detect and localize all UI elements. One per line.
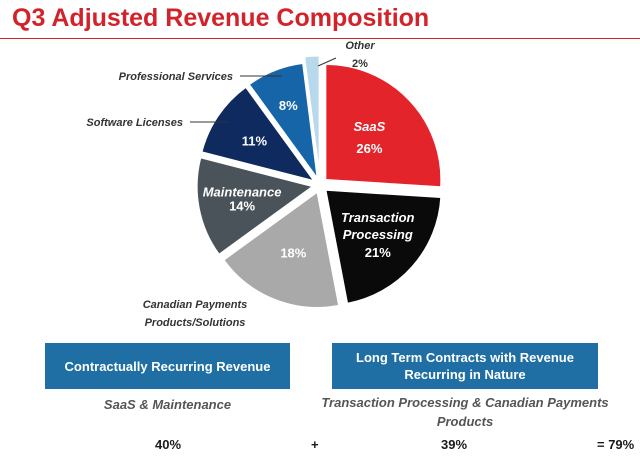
slice-label-transaction-processing-1: Processing — [343, 227, 413, 242]
ext-label-software-licenses: Software Licenses — [86, 117, 183, 129]
ext-label-professional-services: Professional Services — [119, 71, 233, 83]
grand-total: = 79% — [597, 437, 635, 452]
leader-line-other — [317, 57, 337, 67]
pie-slice-other — [304, 55, 320, 172]
slice-pct-software-licenses: 11% — [242, 133, 268, 148]
page-title: Q3 Adjusted Revenue Composition — [12, 4, 430, 32]
pie-slice-software-licenses — [201, 86, 315, 182]
pie-slice-transaction-processing — [325, 189, 442, 304]
slice-pct-transaction-processing: 21% — [365, 245, 391, 260]
contractually-recurring-total: 40% — [155, 437, 182, 452]
slice-pct-professional-services: 8% — [279, 98, 298, 113]
slice-label-transaction-processing-0: Transaction — [341, 210, 415, 225]
pie-slice-saas — [325, 64, 442, 188]
long-term-contracts-box: Long Term Contracts with Revenue Recurri… — [332, 343, 598, 389]
pie-slice-maintenance — [196, 157, 314, 255]
title-divider — [0, 38, 640, 39]
slice-label-maintenance: Maintenance — [203, 184, 282, 199]
slice-label-saas: SaaS — [354, 119, 386, 134]
long-term-contracts-total: 39% — [441, 437, 468, 452]
ext-label-canadian-payments-products-solutions-1: Products/Solutions — [145, 317, 246, 329]
ext-label-canadian-payments-products-solutions-0: Canadian Payments — [143, 299, 248, 311]
pie-chart: SaaS 26% Transaction Processing 21% 18% Canadi… — [86, 40, 442, 329]
slice-pct-saas: 26% — [356, 141, 382, 156]
slice-pct-canadian-payments-products-solutions: 18% — [280, 245, 306, 260]
contractually-recurring-box: Contractually Recurring Revenue — [45, 343, 290, 389]
pie-slice-professional-services — [248, 62, 318, 178]
slice-pct-maintenance: 14% — [229, 198, 255, 213]
contractually-recurring-subtitle: SaaS & Maintenance — [103, 397, 232, 412]
pie-slice-canadian-payments-products-solutions — [223, 191, 340, 308]
plus-sign: + — [311, 437, 319, 452]
slice-pct-other: 2% — [352, 58, 368, 70]
ext-label-other: Other — [345, 40, 375, 52]
long-term-contracts-subtitle: Transaction Processing & Canadian Paymen… — [321, 395, 609, 429]
